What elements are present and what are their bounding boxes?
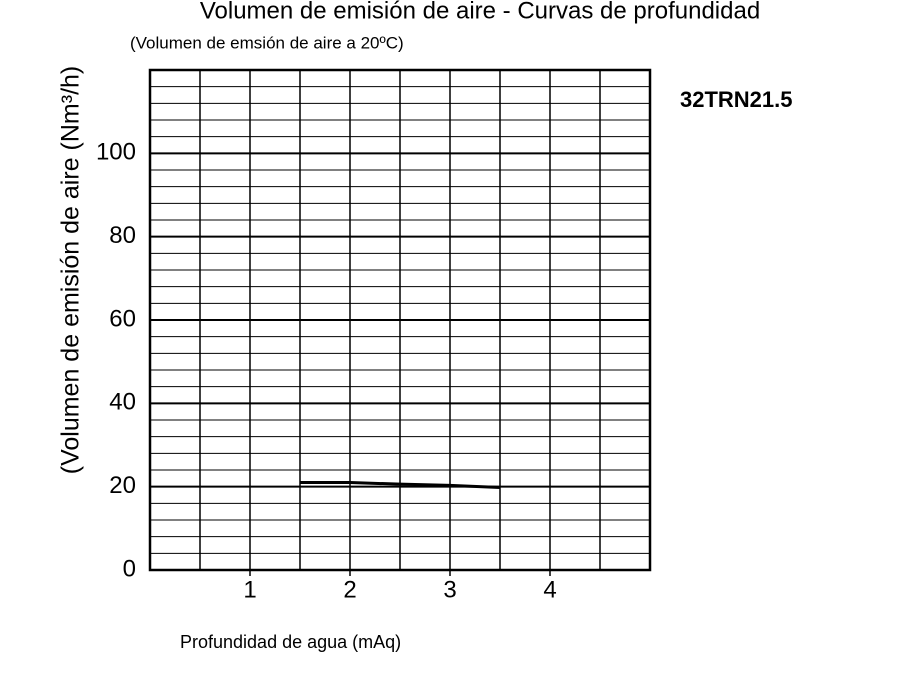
x-axis-label: Profundidad de agua (mAq) bbox=[180, 632, 401, 652]
plot-frame bbox=[148, 68, 652, 572]
x-tick-label: 3 bbox=[443, 576, 456, 603]
y-tick-label: 20 bbox=[109, 472, 136, 499]
y-tick-label: 0 bbox=[123, 555, 136, 582]
chart-subtitle: (Volumen de emsión de aire a 20ºC) bbox=[130, 33, 404, 52]
x-tick-label: 4 bbox=[543, 576, 556, 603]
y-tick-label: 40 bbox=[109, 389, 136, 416]
data-line bbox=[300, 481, 501, 489]
annotation: 32TRN21.5 bbox=[680, 87, 793, 112]
y-tick-label: 100 bbox=[96, 139, 136, 166]
y-tick-label: 80 bbox=[109, 222, 136, 249]
y-axis-label: (Volumen de emisión de aire (Nm³/h) bbox=[57, 66, 85, 475]
x-tick-label: 2 bbox=[343, 576, 356, 603]
x-tick-label: 1 bbox=[243, 576, 256, 603]
y-tick-label: 60 bbox=[109, 305, 136, 332]
chart-title: Volumen de emisión de aire - Curvas de p… bbox=[200, 0, 760, 24]
